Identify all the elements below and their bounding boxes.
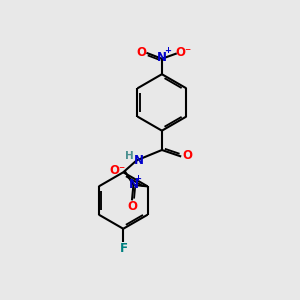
Text: H: H bbox=[125, 151, 134, 161]
Text: N: N bbox=[134, 154, 143, 167]
Text: O: O bbox=[128, 200, 137, 213]
Text: F: F bbox=[120, 242, 128, 255]
Text: O⁻: O⁻ bbox=[175, 46, 191, 59]
Text: N: N bbox=[128, 178, 138, 190]
Text: N: N bbox=[157, 51, 167, 64]
Text: O⁻: O⁻ bbox=[110, 164, 126, 177]
Text: O: O bbox=[136, 46, 146, 59]
Text: +: + bbox=[164, 46, 171, 55]
Text: O: O bbox=[183, 149, 193, 162]
Text: +: + bbox=[134, 174, 141, 183]
